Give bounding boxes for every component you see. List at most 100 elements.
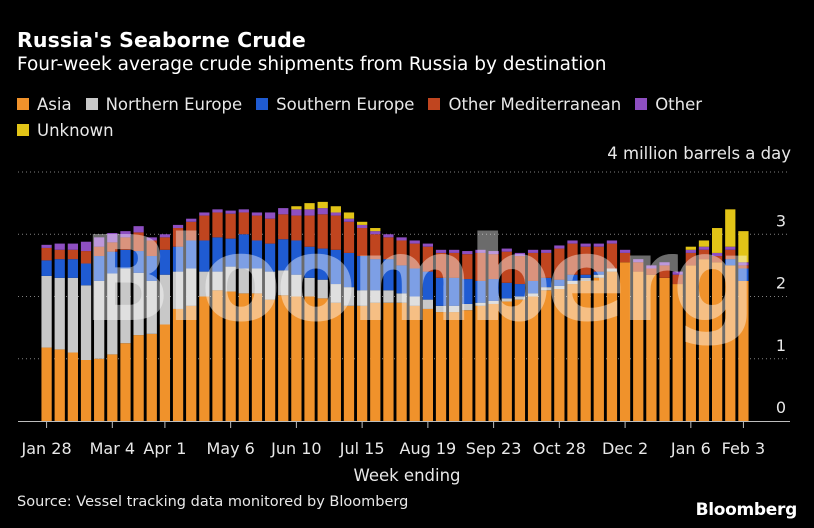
bar-segment: [199, 215, 210, 241]
bar-segment: [685, 265, 696, 422]
bar-segment: [278, 239, 289, 271]
bar-segment: [370, 228, 381, 232]
bar-segment: [120, 343, 131, 421]
bar-segment: [580, 277, 591, 281]
bar-segment: [541, 287, 552, 291]
x-tick-label: Feb 3: [722, 439, 766, 458]
bar-segment: [41, 275, 52, 348]
bar-segment: [212, 209, 223, 213]
bar-segment: [712, 262, 723, 421]
bar-segment: [488, 300, 499, 304]
bar-segment: [238, 212, 249, 235]
bar-segment: [186, 221, 197, 241]
bar-segment: [435, 249, 447, 253]
bar-segment: [304, 277, 315, 297]
x-tick-label: Dec 2: [602, 439, 648, 458]
bar-segment: [291, 209, 302, 216]
legend-swatch: [17, 98, 29, 110]
bar-segment: [41, 247, 52, 261]
bar-segment: [527, 296, 539, 421]
bar-segment: [422, 299, 433, 309]
bar-segment: [278, 270, 289, 296]
bar-segment: [107, 242, 118, 252]
bar-segment: [357, 221, 368, 225]
bar-segment: [330, 206, 341, 213]
legend-label: Other Mediterranean: [448, 94, 622, 114]
bar-segment: [580, 280, 591, 421]
bar-segment: [541, 290, 552, 421]
bar-segment: [514, 299, 526, 421]
legend-swatch: [256, 98, 269, 110]
bar-segment: [278, 214, 289, 240]
bar-segment: [67, 243, 78, 250]
bar-segment: [698, 246, 710, 250]
legend-label: Southern Europe: [276, 94, 415, 114]
bar-segment: [738, 280, 749, 421]
bar-segment: [606, 240, 618, 244]
bar-segment: [54, 243, 65, 250]
bar-segment: [396, 265, 407, 294]
bar-segment: [357, 256, 368, 291]
bar-segment: [251, 240, 263, 269]
bar-segment: [146, 240, 157, 257]
bar-segment: [291, 296, 302, 421]
bar-segment: [251, 212, 263, 216]
bar-segment: [541, 277, 552, 288]
bar-segment: [186, 218, 197, 222]
bar-segment: [396, 237, 407, 241]
legend-item-other: Other: [635, 93, 702, 115]
bar-segment: [698, 240, 710, 247]
bar-segment: [330, 215, 341, 250]
bar-segment: [304, 296, 315, 421]
bar-segment: [738, 268, 749, 281]
bar-segment: [291, 206, 302, 210]
bar-segment: [435, 305, 447, 313]
x-tick-label: Mar 4: [90, 439, 135, 458]
bar-segment: [462, 279, 473, 304]
bar-segment: [94, 256, 105, 281]
bar-segment: [186, 240, 197, 269]
bar-segment: [567, 240, 578, 244]
bar-segment: [501, 251, 512, 283]
bar-segment: [738, 265, 749, 269]
bar-segment: [317, 279, 328, 299]
watermark-text: Bloomberg: [82, 210, 751, 348]
bar-segment: [633, 262, 644, 272]
bar-segment: [54, 259, 65, 278]
bar-segment: [475, 302, 486, 306]
bar-segment: [304, 246, 315, 278]
legend-swatch: [428, 98, 441, 110]
bar-segment: [67, 259, 78, 278]
bar-segment: [567, 284, 578, 421]
bar-segment: [225, 238, 236, 267]
bar-segment: [567, 274, 578, 281]
bar-segment: [514, 256, 526, 285]
bar-segment: [67, 249, 78, 260]
bar-segment: [501, 298, 512, 302]
bar-segment: [396, 240, 407, 266]
bar-segment: [317, 201, 328, 209]
legend-item-other-mediterranean: Other Mediterranean: [428, 93, 621, 115]
legend-item-asia: Asia: [17, 93, 72, 115]
bar-segment: [659, 265, 670, 278]
bar-segment: [80, 285, 92, 360]
legend-item-northern-europe: Northern Europe: [85, 93, 242, 115]
bar-segment: [264, 212, 276, 219]
bar-segment: [330, 212, 341, 216]
bar-segment: [54, 277, 65, 350]
bar-segment: [172, 228, 184, 247]
x-tick-label: May 6: [206, 439, 254, 458]
bar-segment: [172, 271, 184, 309]
bar-segment: [449, 312, 460, 421]
bar-segment: [593, 243, 604, 247]
bar-segment: [199, 271, 210, 297]
bar-segment: [238, 209, 249, 213]
bar-segment: [146, 237, 157, 241]
bar-segment: [370, 234, 381, 260]
bar-segment: [159, 324, 171, 421]
bar-segment: [159, 234, 171, 238]
bar-segment: [725, 259, 736, 266]
bar-segment: [370, 302, 381, 421]
bar-segment: [462, 251, 473, 255]
